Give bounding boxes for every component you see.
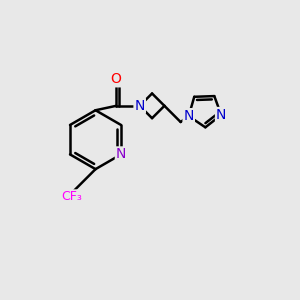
- Text: CF₃: CF₃: [61, 190, 82, 203]
- Text: O: O: [111, 72, 122, 86]
- Text: N: N: [116, 147, 126, 161]
- Text: N: N: [184, 109, 194, 123]
- Text: N: N: [216, 108, 226, 122]
- Text: N: N: [134, 99, 145, 113]
